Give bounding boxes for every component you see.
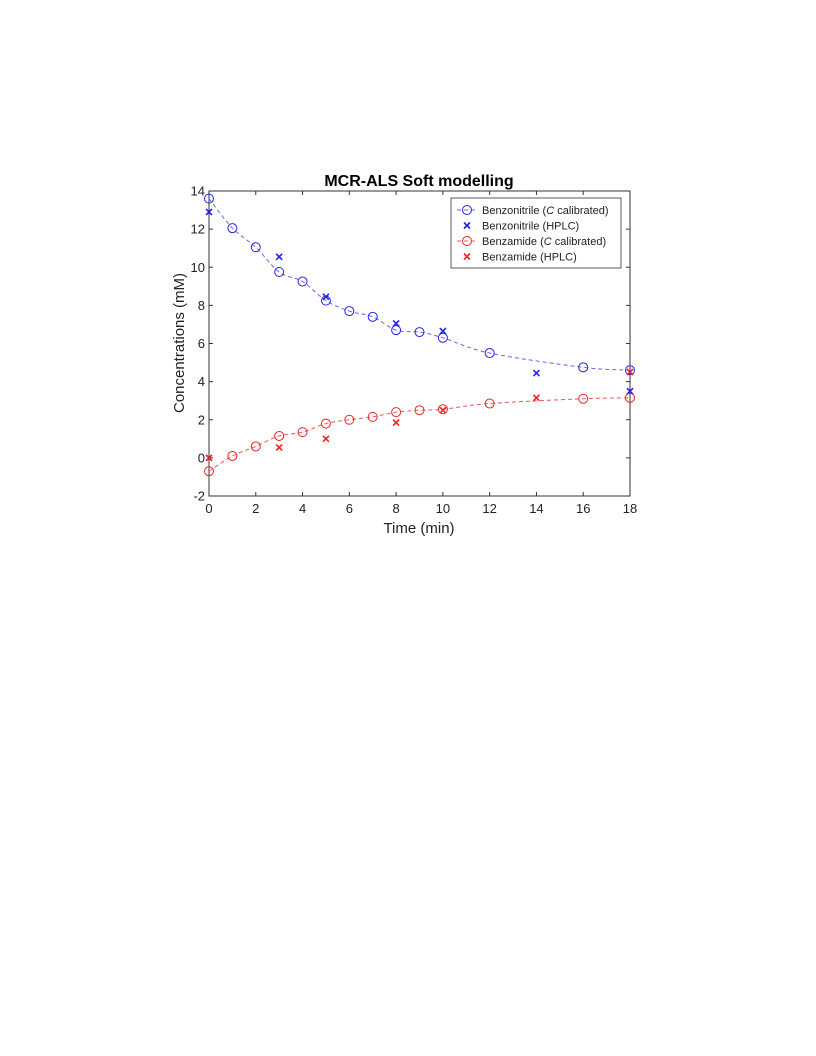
x-marker-stroke xyxy=(532,394,541,402)
data-point-x xyxy=(205,454,213,462)
y-tick-label: -2 xyxy=(193,489,205,504)
data-point-circle xyxy=(204,466,214,477)
x-tick-label: 0 xyxy=(205,501,212,516)
data-point-circle xyxy=(204,193,214,204)
chart-title: MCR-ALS Soft modelling xyxy=(324,173,513,190)
data-point-x xyxy=(205,208,213,216)
x-marker-stroke xyxy=(626,368,634,376)
series-line-2 xyxy=(208,397,631,472)
x-marker-stroke xyxy=(275,253,283,261)
x-marker-stroke xyxy=(205,454,213,462)
legend-box xyxy=(450,197,622,269)
data-point-circle xyxy=(484,398,495,409)
y-tick-label: 4 xyxy=(198,374,205,389)
data-point-circle xyxy=(344,414,355,425)
y-axis-label: Concentrations (mM) xyxy=(171,273,188,413)
x-tick-label: 14 xyxy=(529,501,543,516)
legend-label: Benzamide (C calibrated) xyxy=(482,236,606,248)
data-point-circle xyxy=(391,407,402,418)
data-point-circle xyxy=(320,418,331,429)
x-marker-stroke xyxy=(322,293,330,301)
x-marker-stroke xyxy=(205,208,213,216)
data-point-circle xyxy=(250,441,261,452)
x-axis-label: Time (min) xyxy=(383,520,454,537)
x-marker-stroke xyxy=(463,221,471,230)
x-marker-stroke xyxy=(392,319,400,328)
x-marker-stroke xyxy=(275,443,283,451)
legend-marker-x xyxy=(463,252,471,261)
series-curves xyxy=(208,198,631,472)
x-marker-stroke xyxy=(392,419,400,427)
data-point-x xyxy=(532,369,541,377)
x-marker-stroke xyxy=(322,435,330,443)
x-tick-label: 18 xyxy=(623,501,637,516)
legend-label: Benzonitrile (C calibrated) xyxy=(482,205,609,217)
data-point-circle xyxy=(414,405,425,416)
x-tick-label: 2 xyxy=(252,501,259,516)
data-point-x xyxy=(439,406,447,414)
x-tick-label: 16 xyxy=(576,501,590,516)
y-tick-label: 12 xyxy=(191,222,205,237)
y-tick-label: 2 xyxy=(198,412,205,427)
data-point-x xyxy=(275,253,283,261)
data-point-circle xyxy=(344,306,355,317)
data-point-circle xyxy=(297,276,308,287)
x-marker-stroke xyxy=(463,252,471,261)
data-point-circle xyxy=(367,311,378,322)
y-tick-label: 14 xyxy=(191,184,205,199)
x-tick-label: 8 xyxy=(392,501,399,516)
data-point-circle xyxy=(391,325,402,336)
data-point-x xyxy=(275,443,283,451)
x-marker-stroke xyxy=(439,327,447,335)
data-point-circle xyxy=(625,392,635,403)
legend-marker-circle xyxy=(462,205,472,215)
x-marker-stroke xyxy=(532,369,541,377)
data-point-circle xyxy=(250,242,261,253)
x-tick-label: 4 xyxy=(299,501,306,516)
data-point-circle xyxy=(227,450,238,461)
data-point-circle xyxy=(414,327,425,338)
y-tick-label: 10 xyxy=(191,260,205,275)
data-point-circle xyxy=(484,348,495,359)
data-point-circle xyxy=(625,365,635,376)
data-point-x xyxy=(392,319,400,328)
data-point-circle xyxy=(578,362,589,373)
legend-entry-2: Benzamide (C calibrated) xyxy=(457,236,606,248)
legend-entry-1: Benzonitrile (HPLC) xyxy=(463,221,579,233)
x-marker-stroke xyxy=(626,387,634,395)
legend: Benzonitrile (C calibrated) Benzonitrile … xyxy=(450,197,622,269)
data-point-x xyxy=(322,293,330,301)
data-point-circle xyxy=(437,404,448,415)
data-point-circle xyxy=(227,223,238,234)
legend-marker-x xyxy=(463,221,471,230)
legend-entry-0: Benzonitrile (C calibrated) xyxy=(457,205,609,217)
legend-entry-3: Benzamide (HPLC) xyxy=(463,252,577,264)
series-line-0 xyxy=(208,198,631,371)
data-point-circle xyxy=(437,332,448,343)
data-point-circle xyxy=(274,267,285,278)
data-point-x xyxy=(532,394,541,402)
x-tick-label: 6 xyxy=(346,501,353,516)
data-point-circle xyxy=(297,427,308,438)
x-tick-label: 12 xyxy=(482,501,496,516)
data-point-x xyxy=(626,387,634,395)
data-point-circle xyxy=(274,430,285,441)
data-point-circle xyxy=(578,393,589,404)
y-tick-label: 0 xyxy=(198,450,205,465)
x-marker-stroke xyxy=(439,406,447,414)
data-point-x xyxy=(439,327,447,335)
series-markers xyxy=(204,193,635,477)
y-tick-label: 8 xyxy=(198,298,205,313)
y-tick-label: 6 xyxy=(198,336,205,351)
data-point-x xyxy=(392,419,400,427)
legend-marker-circle xyxy=(462,236,472,246)
data-point-x xyxy=(322,435,330,443)
legend-label: Benzonitrile (HPLC) xyxy=(482,221,579,233)
x-tick-label: 10 xyxy=(436,501,450,516)
legend-label: Benzamide (HPLC) xyxy=(482,252,577,264)
data-point-x xyxy=(626,368,634,376)
data-point-circle xyxy=(367,411,378,422)
